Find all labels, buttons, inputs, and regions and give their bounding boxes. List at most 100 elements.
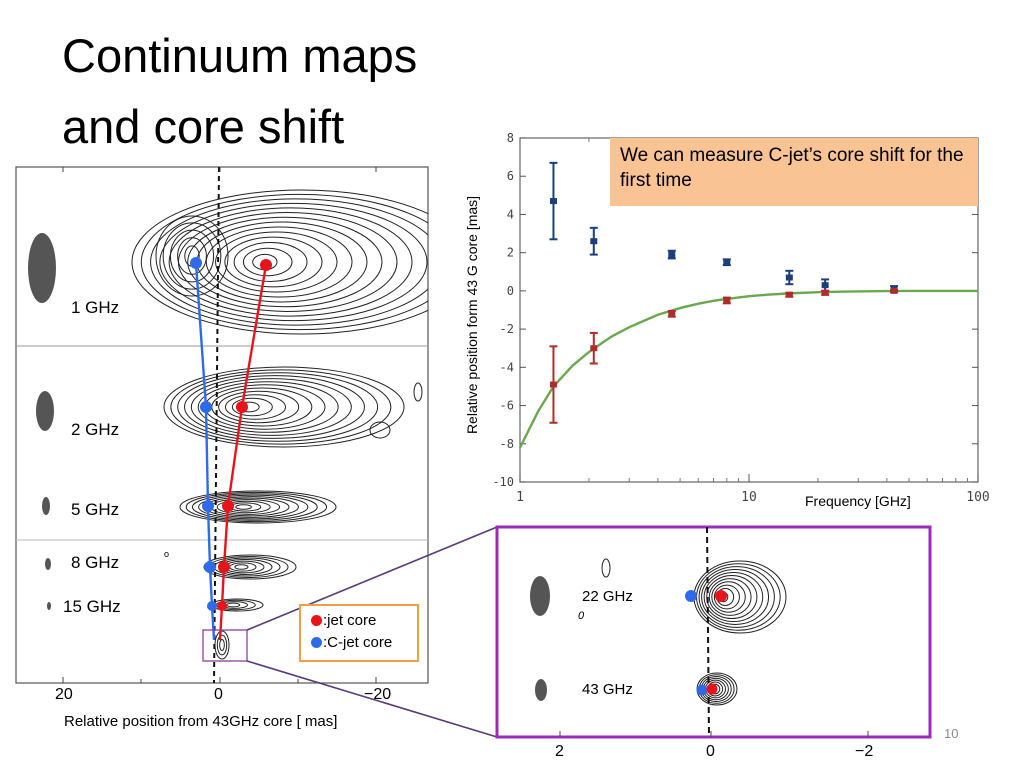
- contour-43ghz-small: [216, 634, 228, 656]
- jet-data-point: [723, 297, 731, 304]
- contour-2ghz: [190, 378, 352, 436]
- beam-22ghz: [530, 576, 550, 616]
- beam-15ghz: [47, 602, 51, 610]
- contour-5ghz: [216, 499, 281, 515]
- contour-2ghz: [184, 375, 365, 439]
- contour-1ghz: [159, 202, 428, 322]
- y-tick-label: 8: [507, 131, 514, 145]
- contour-1ghz: [162, 222, 222, 290]
- cjet-data-point: [723, 259, 731, 266]
- x-tick-label: 100: [966, 490, 989, 505]
- callout-box: We can measure C-jet’s core shift for th…: [610, 138, 978, 206]
- beam-5ghz: [42, 497, 50, 515]
- cjet-core-43ghz: [696, 684, 708, 696]
- x-tick-label: 1: [516, 490, 524, 505]
- band-label-8ghz: 8 GHz: [71, 553, 120, 572]
- jet-data-point: [890, 287, 898, 294]
- y-tick-label: -2: [500, 322, 514, 336]
- blue-dot-icon: [311, 637, 322, 648]
- zoom-connector: [246, 526, 498, 631]
- zoom-connector: [246, 660, 498, 738]
- maps-x-tick-neg20: −20: [364, 686, 392, 703]
- beam-2ghz: [36, 391, 54, 431]
- y-tick-label: -6: [500, 399, 514, 413]
- x-tick-label: 10: [741, 490, 757, 505]
- contour-2ghz: [163, 366, 405, 448]
- band-label-15ghz: 15 GHz: [63, 597, 121, 616]
- contour-22ghz: [701, 569, 770, 625]
- band-label-1ghz: 1 GHz: [71, 298, 120, 317]
- jet-data-point: [785, 291, 793, 298]
- contour-22ghz: [706, 574, 758, 620]
- jet-data-point: [821, 289, 829, 296]
- contour-5ghz: [235, 504, 252, 510]
- jet-data-point: [668, 310, 676, 317]
- contour-5ghz: [179, 490, 337, 524]
- stray-zero-mark: 0: [578, 610, 585, 622]
- contour-43ghz-small: [219, 638, 225, 652]
- contour-blob: [369, 421, 391, 439]
- zoom-x-tick-neg2: −2: [855, 743, 874, 760]
- contour-5ghz: [185, 491, 328, 523]
- page-number: 10: [944, 726, 959, 741]
- stray-mark: o: [164, 549, 170, 559]
- contour-1ghz: [177, 237, 207, 275]
- cjet-data-point: [668, 251, 676, 258]
- contour-1ghz: [140, 193, 428, 331]
- fit-curve: [518, 289, 978, 449]
- jet-core-22ghz: [715, 590, 727, 602]
- contour-2ghz: [231, 397, 273, 417]
- contour-1ghz: [169, 229, 215, 283]
- contour-1ghz: [131, 189, 428, 335]
- y-tick-label: -10: [492, 475, 514, 489]
- zoom-x-tick-2: 2: [555, 743, 564, 760]
- cjet-core-22ghz: [685, 590, 697, 602]
- jet-data-point: [549, 381, 557, 388]
- y-tick-label: -4: [500, 360, 514, 374]
- cjet-data-point: [590, 238, 598, 245]
- zoom-region-box: [202, 629, 248, 662]
- jet-core-43ghz: [706, 683, 718, 695]
- contour-22ghz: [698, 566, 775, 628]
- contour-22ghz: [703, 571, 764, 623]
- maps-x-axis-label: Relative position from 43GHz core [ mas]: [64, 713, 338, 730]
- beam-1ghz: [28, 233, 56, 303]
- y-tick-label: 2: [507, 246, 514, 260]
- contour-2ghz: [225, 394, 286, 420]
- cjet-core-track: [194, 262, 216, 641]
- contour-2ghz: [170, 369, 392, 445]
- red-dot-icon: [311, 615, 322, 626]
- y-tick-label: -8: [500, 437, 514, 451]
- contour-22ghz: [708, 578, 752, 616]
- contour-5ghz: [191, 493, 318, 521]
- maps-x-tick-20: 20: [55, 686, 73, 703]
- contour-1ghz: [187, 216, 383, 308]
- zoom-zero-line: [706, 527, 710, 737]
- contour-5ghz: [198, 494, 309, 520]
- y-tick-label: 6: [507, 169, 514, 183]
- contour-22ghz: [713, 584, 740, 610]
- contour-2ghz: [177, 372, 379, 442]
- core-legend: :jet core :C-jet core: [299, 604, 419, 662]
- contour-1ghz: [168, 207, 413, 317]
- y-tick-label: 4: [507, 207, 514, 221]
- legend-jet: :jet core: [311, 610, 417, 632]
- contour-1ghz: [155, 215, 229, 297]
- band-label-2ghz: 2 GHz: [71, 420, 120, 439]
- jet-core-track: [218, 264, 268, 641]
- jet-core-markers: [217, 259, 272, 611]
- chart-x-axis-title: Frequency [GHz]: [805, 493, 911, 509]
- band-label-22ghz: 22 GHz: [582, 588, 633, 605]
- zoom-x-ticks: [559, 731, 869, 737]
- contour-1ghz: [224, 236, 323, 288]
- jet-data-point: [590, 345, 598, 352]
- y-tick-label: 0: [507, 284, 514, 298]
- contour-1ghz: [233, 242, 308, 282]
- cjet-data-point: [821, 282, 829, 289]
- maps-x-tick-0: 0: [214, 686, 223, 703]
- zoom-frame: [495, 525, 932, 739]
- maps-x-ticks: [62, 167, 377, 683]
- legend-cjet: :C-jet core: [311, 632, 417, 654]
